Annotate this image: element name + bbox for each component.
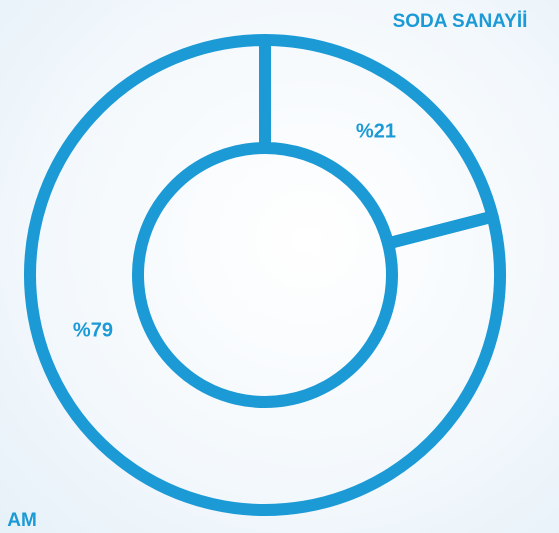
value-label: %79 <box>73 319 113 341</box>
value-label: %21 <box>356 120 396 142</box>
category-label: AM <box>7 510 37 531</box>
donut-segment <box>259 34 499 250</box>
category-label: SODA SANAYİİ <box>393 11 528 32</box>
donut-segment <box>24 34 506 516</box>
